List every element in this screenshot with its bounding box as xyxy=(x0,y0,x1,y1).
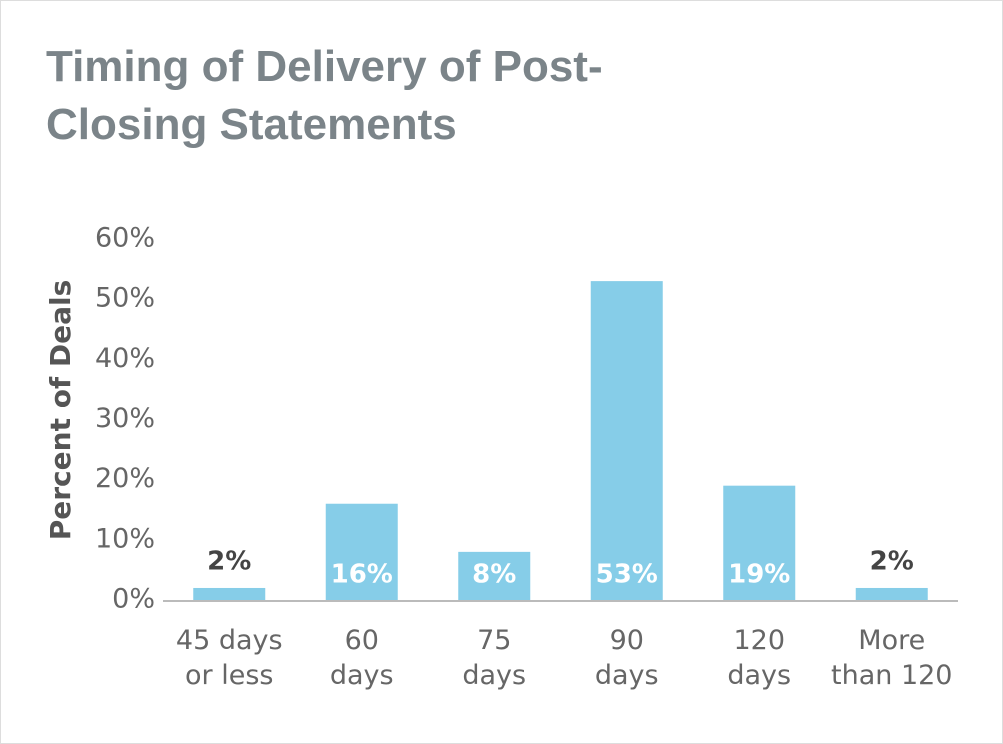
value-label: 53% xyxy=(596,560,658,590)
y-axis-label: Percent of Deals xyxy=(44,280,77,541)
x-tick-label: 90 days xyxy=(595,625,659,691)
value-label: 2% xyxy=(870,546,914,576)
x-tick-label-line: days xyxy=(595,660,659,691)
x-tick-label-line: 45 days xyxy=(176,625,283,656)
x-tick-label: 75 days xyxy=(462,625,526,691)
x-tick-label-line: 120 xyxy=(733,625,785,656)
x-tick-label-line: 60 xyxy=(345,625,379,656)
bar xyxy=(325,503,398,600)
x-tick-label-line: than 120 xyxy=(831,660,952,691)
y-tick-label: 10% xyxy=(95,523,155,554)
value-label: 2% xyxy=(207,546,251,576)
x-tick-label-line: 90 xyxy=(610,625,644,656)
bar xyxy=(193,587,266,600)
x-tick-label: More than 120 xyxy=(831,625,952,691)
x-tick-label-line: days xyxy=(462,660,526,691)
y-tick-label: 50% xyxy=(95,283,155,314)
bar xyxy=(590,281,663,600)
y-tick-label: 60% xyxy=(95,223,155,254)
bar xyxy=(723,485,796,600)
chart-title: Timing of Delivery of Post-Closing State… xyxy=(46,42,603,149)
x-tick-label: 60 days xyxy=(330,625,394,691)
bar xyxy=(855,587,928,600)
y-tick-label: 20% xyxy=(95,463,155,494)
x-tick-label: 45 days or less xyxy=(176,625,283,691)
value-label: 8% xyxy=(472,560,516,590)
y-tick-label: 40% xyxy=(95,343,155,374)
y-tick-label: 30% xyxy=(95,403,155,434)
bar xyxy=(458,551,531,600)
value-label: 16% xyxy=(331,560,393,590)
x-tick-label-line: More xyxy=(858,625,925,656)
x-tick-label: 120 days xyxy=(727,625,791,691)
x-tick-label-line: days xyxy=(330,660,394,691)
y-tick-label: 0% xyxy=(112,584,155,615)
x-tick-label-line: or less xyxy=(185,660,273,691)
x-tick-label-line: days xyxy=(727,660,791,691)
x-tick-label-line: 75 xyxy=(477,625,511,656)
value-label: 19% xyxy=(728,560,790,590)
